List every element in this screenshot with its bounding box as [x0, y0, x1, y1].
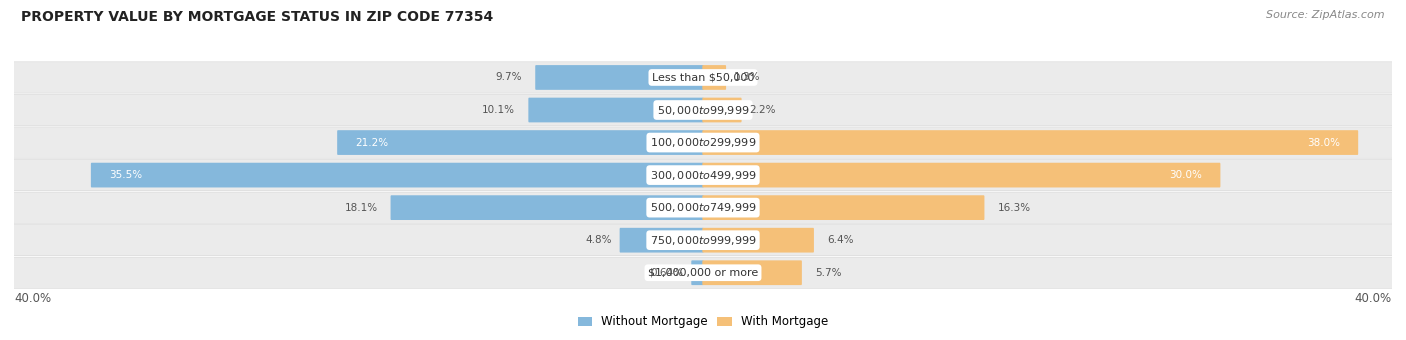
- FancyBboxPatch shape: [703, 98, 741, 122]
- Text: 40.0%: 40.0%: [1355, 292, 1392, 305]
- Text: $300,000 to $499,999: $300,000 to $499,999: [650, 169, 756, 182]
- Legend: Without Mortgage, With Mortgage: Without Mortgage, With Mortgage: [574, 311, 832, 333]
- FancyBboxPatch shape: [703, 163, 1220, 187]
- FancyBboxPatch shape: [391, 195, 703, 220]
- FancyBboxPatch shape: [14, 224, 1392, 256]
- Text: 16.3%: 16.3%: [997, 203, 1031, 212]
- FancyBboxPatch shape: [703, 195, 984, 220]
- Text: 9.7%: 9.7%: [496, 72, 522, 83]
- Text: Less than $50,000: Less than $50,000: [652, 72, 754, 83]
- Text: $500,000 to $749,999: $500,000 to $749,999: [650, 201, 756, 214]
- FancyBboxPatch shape: [620, 228, 703, 253]
- Text: $750,000 to $999,999: $750,000 to $999,999: [650, 234, 756, 247]
- Text: $50,000 to $99,999: $50,000 to $99,999: [657, 103, 749, 117]
- FancyBboxPatch shape: [703, 228, 814, 253]
- Text: 40.0%: 40.0%: [14, 292, 51, 305]
- FancyBboxPatch shape: [692, 260, 703, 285]
- Text: $1,000,000 or more: $1,000,000 or more: [648, 268, 758, 278]
- FancyBboxPatch shape: [703, 65, 725, 90]
- FancyBboxPatch shape: [14, 159, 1392, 191]
- FancyBboxPatch shape: [14, 257, 1392, 288]
- Text: PROPERTY VALUE BY MORTGAGE STATUS IN ZIP CODE 77354: PROPERTY VALUE BY MORTGAGE STATUS IN ZIP…: [21, 10, 494, 24]
- Text: 2.2%: 2.2%: [749, 105, 776, 115]
- Text: 4.8%: 4.8%: [585, 235, 612, 245]
- Text: 5.7%: 5.7%: [815, 268, 841, 278]
- FancyBboxPatch shape: [91, 163, 703, 187]
- Text: 38.0%: 38.0%: [1308, 138, 1340, 148]
- Text: 21.2%: 21.2%: [356, 138, 388, 148]
- Text: Source: ZipAtlas.com: Source: ZipAtlas.com: [1267, 10, 1385, 20]
- Text: $100,000 to $299,999: $100,000 to $299,999: [650, 136, 756, 149]
- FancyBboxPatch shape: [14, 192, 1392, 223]
- Text: 6.4%: 6.4%: [827, 235, 853, 245]
- FancyBboxPatch shape: [14, 95, 1392, 126]
- FancyBboxPatch shape: [703, 130, 1358, 155]
- FancyBboxPatch shape: [703, 260, 801, 285]
- Text: 1.3%: 1.3%: [734, 72, 761, 83]
- FancyBboxPatch shape: [14, 127, 1392, 158]
- FancyBboxPatch shape: [536, 65, 703, 90]
- Text: 35.5%: 35.5%: [108, 170, 142, 180]
- Text: 18.1%: 18.1%: [344, 203, 377, 212]
- FancyBboxPatch shape: [337, 130, 703, 155]
- Text: 10.1%: 10.1%: [482, 105, 515, 115]
- FancyBboxPatch shape: [14, 62, 1392, 93]
- FancyBboxPatch shape: [529, 98, 703, 122]
- Text: 30.0%: 30.0%: [1170, 170, 1202, 180]
- Text: 0.64%: 0.64%: [651, 268, 683, 278]
